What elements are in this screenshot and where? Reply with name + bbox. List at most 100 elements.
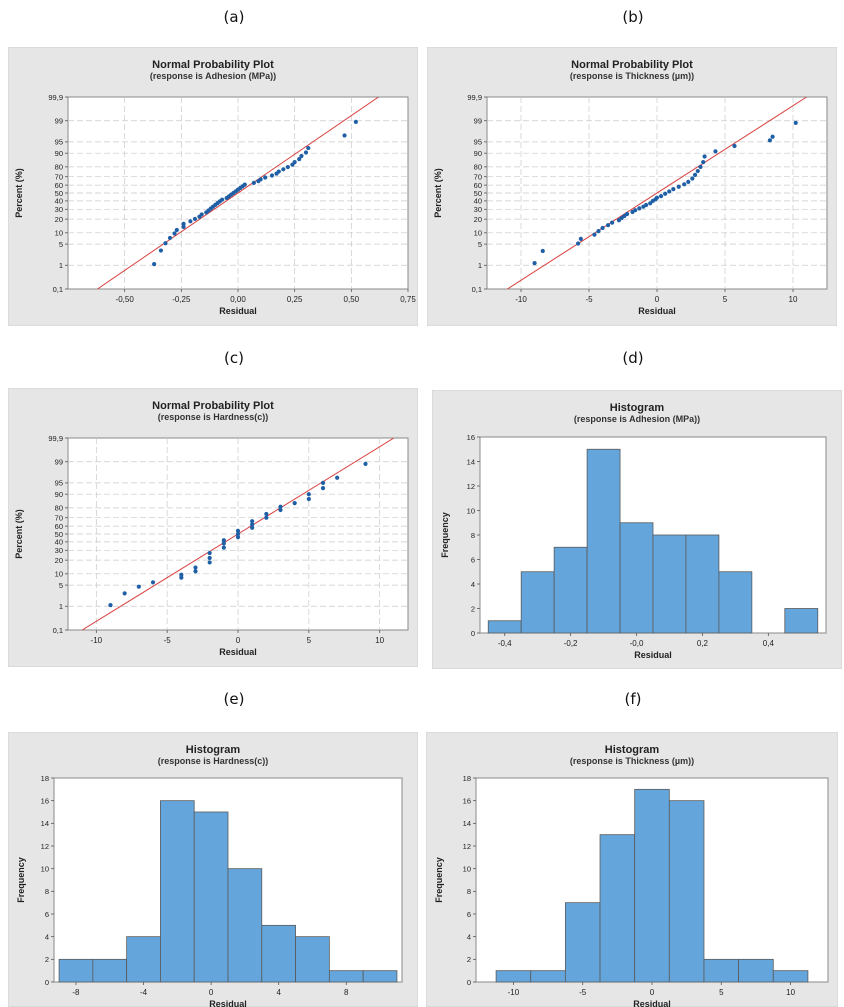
data-point	[269, 173, 275, 178]
data-point	[207, 555, 212, 561]
y-tick-label: 16	[467, 433, 475, 442]
y-tick-label: 30	[55, 546, 63, 555]
histogram-bar	[193, 811, 229, 983]
data-point	[136, 584, 141, 589]
data-point	[188, 219, 193, 224]
histogram-bar	[784, 608, 819, 634]
y-tick-label: 20	[55, 556, 63, 565]
x-tick-label: -0,4	[498, 639, 512, 648]
y-tick-label: 99,9	[48, 434, 63, 443]
y-tick-label: 20	[55, 215, 63, 224]
data-point	[654, 195, 660, 200]
data-point	[264, 511, 269, 517]
x-tick-label: 4	[276, 988, 281, 997]
data-point	[605, 223, 611, 228]
data-point	[292, 160, 297, 165]
y-tick-label: 30	[55, 205, 63, 214]
panel-label-f: (f)	[624, 690, 642, 708]
data-point	[158, 248, 164, 253]
x-tick-label: 0	[236, 636, 241, 645]
x-tick-label: -0,0	[630, 639, 644, 648]
data-point	[199, 212, 204, 217]
data-point	[658, 194, 664, 199]
data-point	[235, 528, 241, 533]
y-tick-label: 95	[55, 138, 63, 147]
histogram-bar	[520, 571, 555, 634]
y-tick-label: 10	[55, 570, 63, 579]
data-point	[221, 545, 226, 550]
x-tick-label: 0,00	[230, 295, 246, 304]
panel-label-e: (e)	[223, 690, 245, 708]
y-tick-label: 6	[467, 910, 471, 919]
data-point	[695, 168, 700, 174]
histogram-thickness: Histogram(response is Thickness (µm)) 0 2 4…	[426, 732, 838, 1007]
x-axis-label: Residual	[633, 999, 671, 1007]
data-point	[353, 119, 358, 124]
histogram-bar	[652, 534, 687, 634]
y-tick-label: 5	[59, 581, 63, 590]
histogram-bar	[261, 924, 296, 983]
x-tick-label: -5	[164, 636, 172, 645]
chart-title: Normal Probability Plot	[571, 59, 693, 71]
data-point	[686, 179, 691, 184]
x-tick-label: -0,25	[172, 295, 191, 304]
y-tick-label: 90	[474, 149, 482, 158]
y-tick-label: 50	[474, 189, 482, 198]
x-tick-label: 10	[375, 636, 384, 645]
data-point	[297, 157, 302, 162]
panel-label-c: (c)	[224, 349, 244, 367]
histogram-hardness: Histogram(response is Hardness(c)) 0 2 4 6 8 1…	[8, 732, 418, 1007]
data-point	[250, 522, 255, 527]
y-tick-label: 2	[471, 604, 475, 613]
y-tick-label: 0	[45, 978, 49, 987]
y-tick-label: 4	[45, 932, 49, 941]
y-tick-label: 4	[467, 932, 471, 941]
histogram-bar	[126, 936, 161, 983]
y-tick-label: 10	[474, 229, 482, 238]
y-tick-label: 14	[41, 819, 49, 828]
y-axis-label: Frequency	[434, 857, 444, 903]
histogram-bar	[619, 522, 654, 634]
y-tick-label: 10	[55, 229, 63, 238]
data-point	[258, 177, 263, 182]
data-point	[179, 572, 184, 577]
data-point	[242, 182, 247, 187]
data-point	[644, 202, 649, 208]
data-point	[250, 519, 255, 524]
chart-panel-f: Histogram (response is Thickness (µm)) 0 2 4…	[426, 732, 838, 1007]
x-tick-label: -0,2	[564, 639, 578, 648]
data-point	[172, 231, 177, 236]
y-tick-label: 1	[59, 261, 63, 270]
y-tick-label: 99	[474, 117, 482, 126]
data-point	[281, 167, 286, 172]
data-point	[540, 248, 545, 254]
y-tick-label: 8	[471, 531, 475, 540]
y-tick-label: 12	[467, 482, 475, 491]
y-tick-label: 99	[55, 117, 63, 126]
data-point	[264, 515, 269, 520]
x-axis-label: Residual	[638, 306, 676, 316]
data-point	[698, 164, 703, 169]
y-tick-label: 5	[478, 240, 482, 249]
y-tick-label: 12	[41, 842, 49, 851]
data-point	[576, 241, 581, 246]
histogram-bar	[703, 958, 740, 983]
histogram-bar	[495, 970, 532, 983]
chart-title: Histogram	[186, 744, 241, 756]
data-point	[263, 175, 268, 180]
y-tick-label: 16	[463, 796, 471, 805]
y-tick-label: 18	[41, 774, 49, 783]
data-point	[108, 603, 113, 608]
histogram-bar	[227, 868, 263, 983]
histogram-bar	[586, 448, 621, 634]
y-axis-label: Percent (%)	[14, 168, 24, 218]
y-axis-label: Percent (%)	[433, 168, 443, 218]
data-point	[671, 186, 676, 192]
data-point	[306, 145, 311, 151]
histogram-bar	[295, 936, 330, 983]
y-tick-label: 0,1	[472, 285, 482, 294]
chart-subtitle: (response is Adhesion (MPa))	[574, 414, 700, 424]
y-tick-label: 6	[45, 910, 49, 919]
chart-panel-c: Normal Probability Plot (response is Hard…	[8, 388, 418, 667]
x-tick-label: 10	[789, 295, 798, 304]
